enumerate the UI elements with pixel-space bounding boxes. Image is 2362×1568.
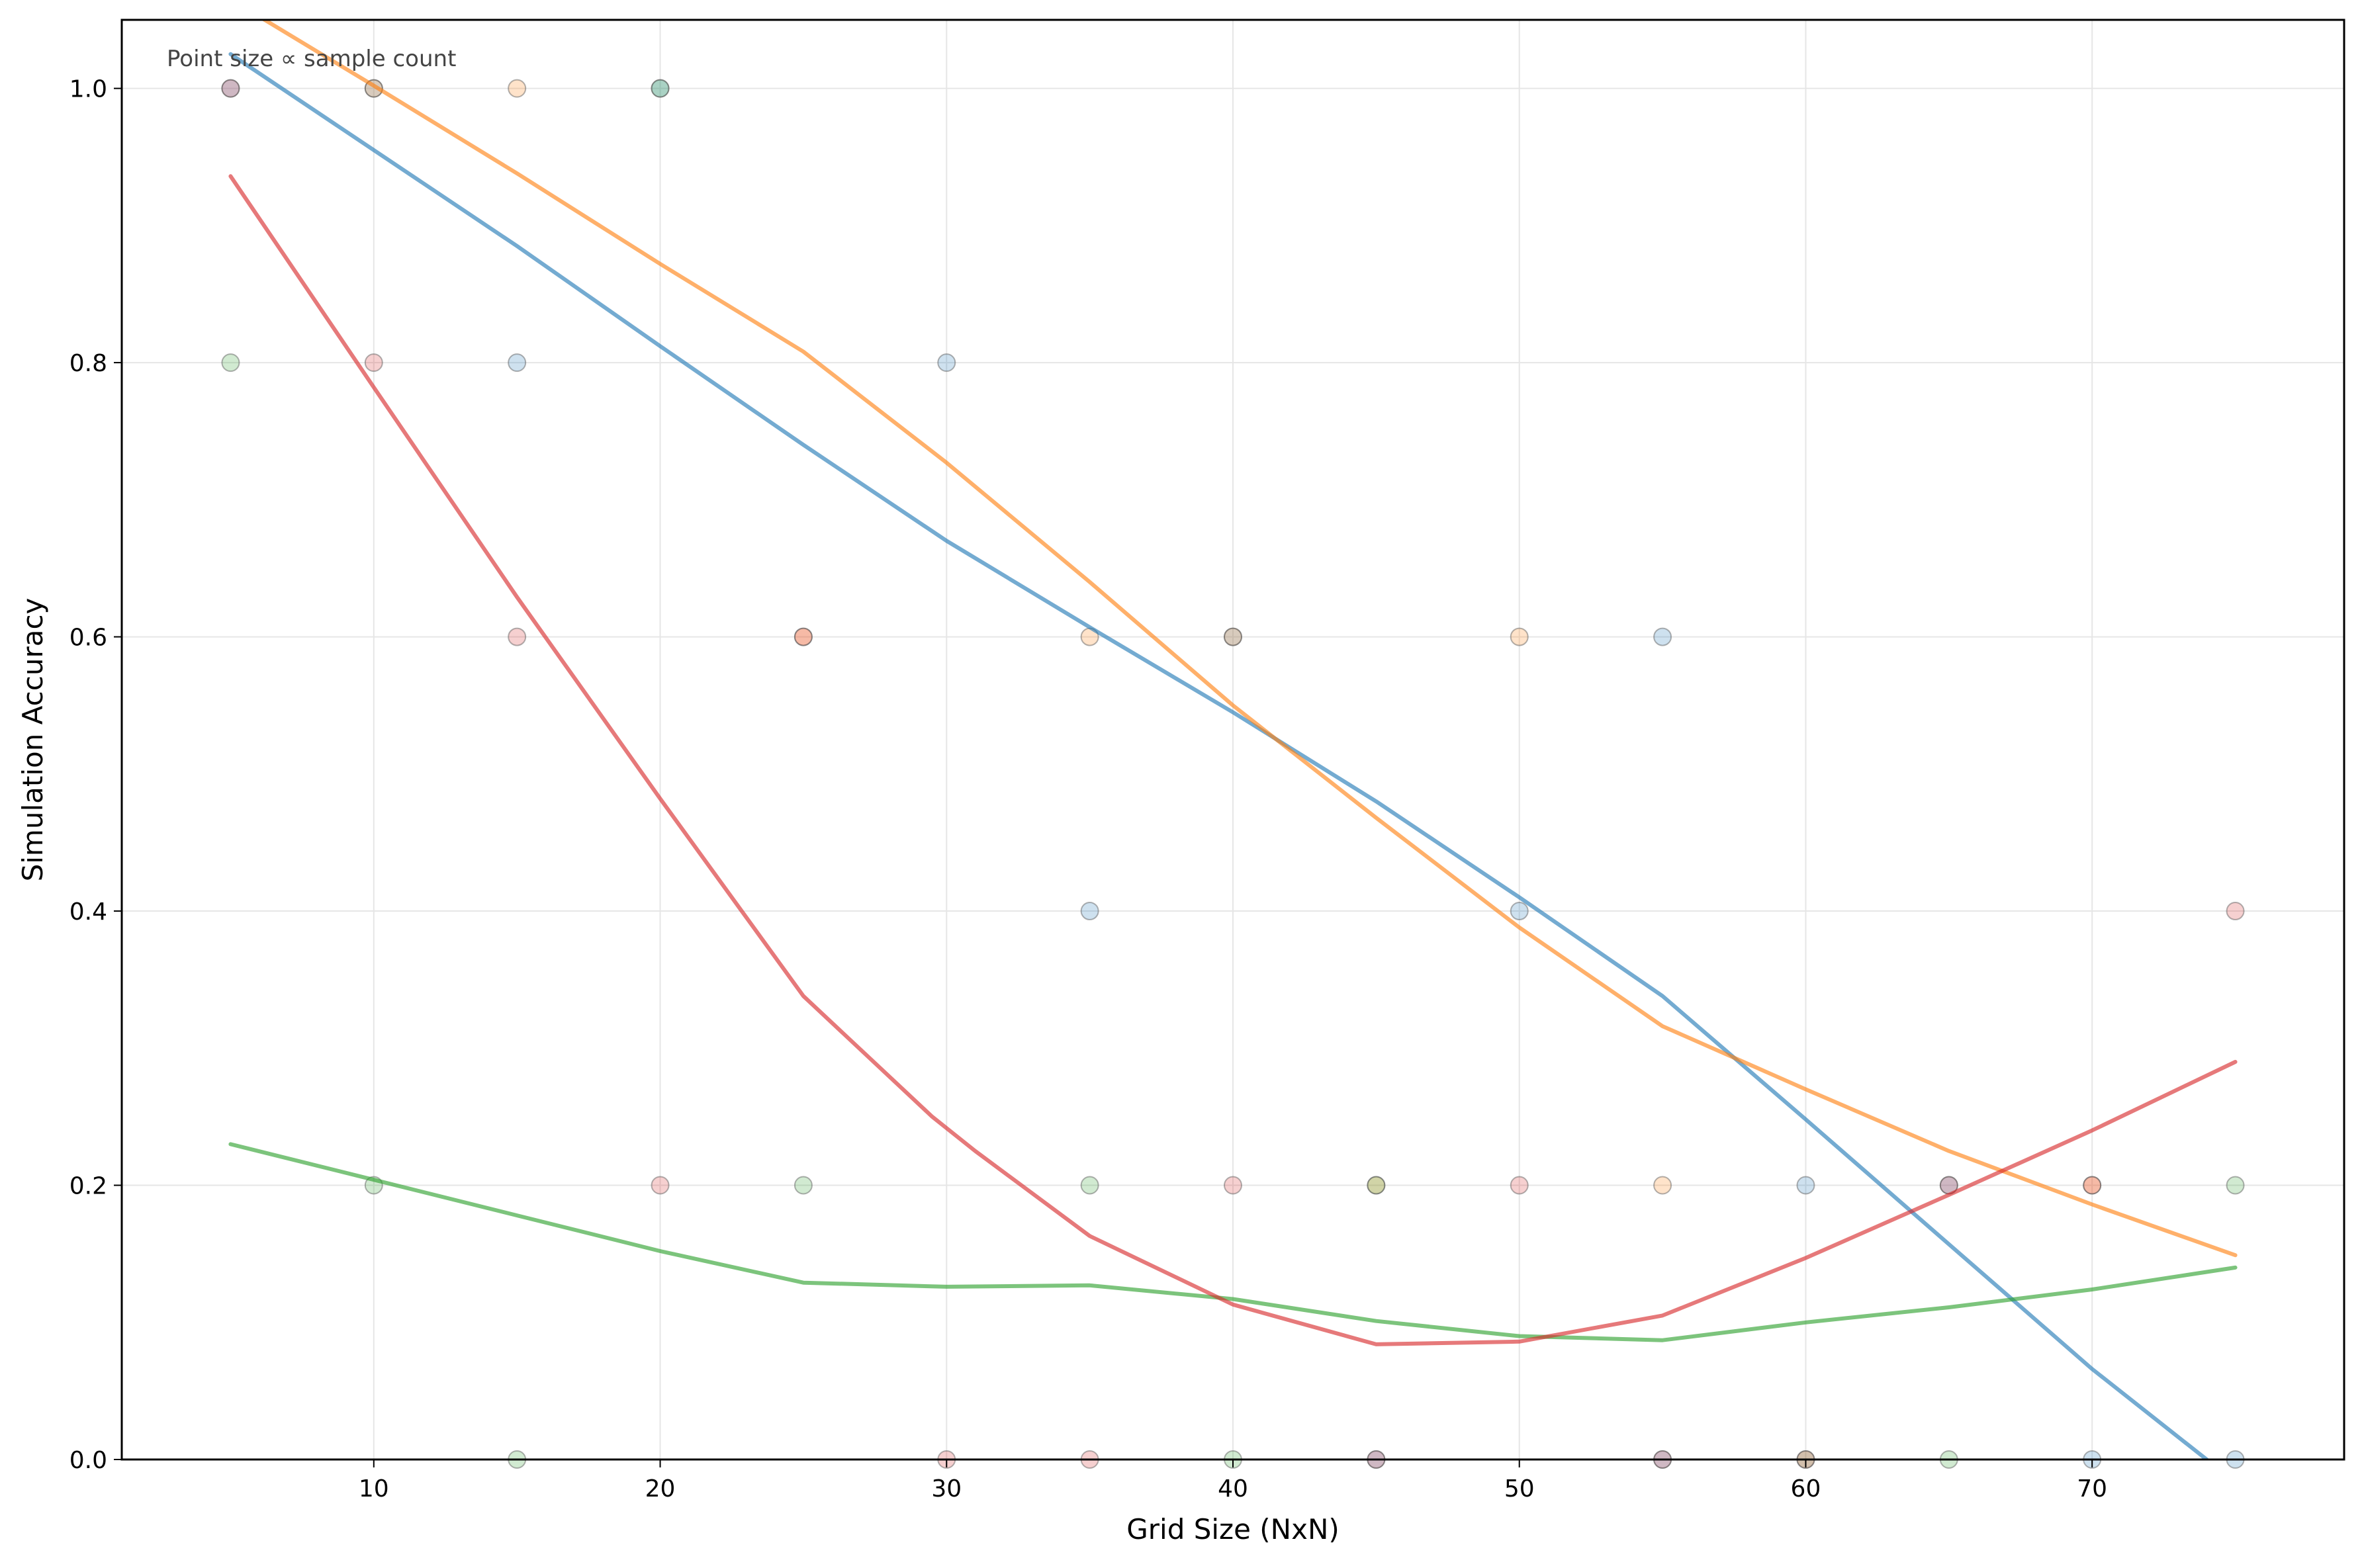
x-tick-label: 70 <box>2077 1475 2107 1503</box>
data-point <box>651 79 670 98</box>
data-point <box>1510 902 1529 921</box>
data-point <box>2226 1176 2245 1195</box>
x-tick-label: 10 <box>359 1475 389 1503</box>
data-point <box>1224 627 1242 646</box>
data-point <box>2083 1176 2102 1195</box>
data-point <box>1224 1176 1242 1195</box>
data-point <box>1367 1176 1386 1195</box>
x-tick-label: 40 <box>1218 1475 1248 1503</box>
y-tick-label: 0.6 <box>69 625 107 652</box>
y-tick-label: 1.0 <box>69 76 107 103</box>
data-point <box>1367 1176 1386 1195</box>
x-tick-label: 20 <box>645 1475 676 1503</box>
y-tick-label: 0.4 <box>69 898 107 926</box>
series-trend-line <box>228 174 2238 1346</box>
data-point <box>221 79 240 98</box>
size-annotation: Point size ∝ sample count <box>167 46 456 72</box>
grid <box>122 20 2344 1460</box>
data-point <box>1653 627 1672 646</box>
data-point <box>1224 627 1242 646</box>
data-point <box>2226 902 2245 921</box>
data-point <box>937 353 956 372</box>
y-axis-label: Simulation Accuracy <box>17 598 49 882</box>
x-tick-label: 50 <box>1504 1475 1535 1503</box>
data-point <box>1510 1176 1529 1195</box>
data-point <box>794 627 813 646</box>
data-point <box>1080 902 1099 921</box>
y-tick-label: 0.0 <box>69 1447 107 1474</box>
data-point <box>508 627 527 646</box>
axis-ticks: 10 20 30 40 50 60 70 0.0 0.2 0.4 0.6 0.8 1.0 <box>69 76 2107 1503</box>
data-point <box>508 353 527 372</box>
data-point <box>1510 627 1529 646</box>
series-trend-line <box>261 20 2238 1258</box>
data-point <box>221 79 240 98</box>
x-tick-label: 60 <box>1791 1475 1821 1503</box>
data-point <box>794 1176 813 1195</box>
data-point <box>508 79 527 98</box>
data-point <box>221 353 240 372</box>
data-point <box>794 627 813 646</box>
y-tick-label: 0.2 <box>69 1173 107 1200</box>
data-point <box>1653 1176 1672 1195</box>
data-point <box>1796 1176 1815 1195</box>
data-point <box>364 353 383 372</box>
data-point <box>651 1176 670 1195</box>
x-axis-label: Grid Size (NxN) <box>1126 1513 1340 1546</box>
y-tick-label: 0.8 <box>69 350 107 377</box>
data-point <box>2083 1176 2102 1195</box>
data-point <box>651 79 670 98</box>
series-trend-line <box>228 1142 2238 1342</box>
data-point <box>1080 1176 1099 1195</box>
series-trend-line <box>228 52 2209 1459</box>
trend-lines <box>228 20 2238 1459</box>
x-tick-label: 30 <box>931 1475 962 1503</box>
